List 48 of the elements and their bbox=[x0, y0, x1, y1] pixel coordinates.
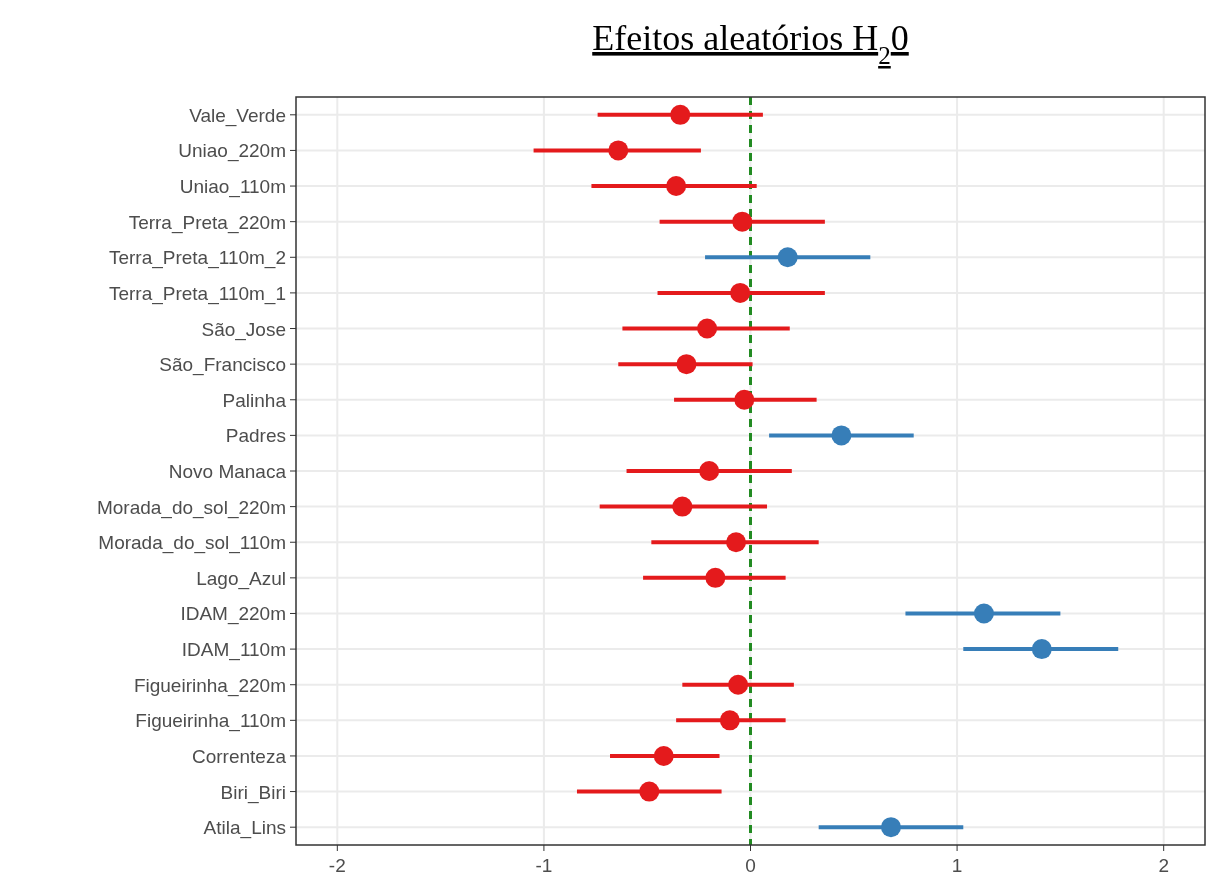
point bbox=[699, 461, 720, 481]
point bbox=[734, 389, 755, 410]
point bbox=[730, 282, 751, 303]
point bbox=[880, 817, 901, 838]
y-tick-label: Padres bbox=[225, 425, 286, 447]
point bbox=[639, 781, 660, 802]
point bbox=[973, 603, 994, 624]
y-tick-label: Figueirinha_110m bbox=[135, 710, 286, 733]
y-tick-label: IDAM_220m bbox=[180, 603, 286, 626]
y-tick-label: São_Jose bbox=[201, 318, 286, 341]
point bbox=[697, 318, 718, 339]
y-tick-label: Uniao_220m bbox=[178, 140, 286, 163]
x-tick-label: 0 bbox=[745, 855, 756, 876]
y-tick-label: São_Francisco bbox=[159, 354, 286, 377]
y-tick-label: Lago_Azul bbox=[196, 567, 286, 590]
point bbox=[719, 710, 740, 731]
y-tick-label: Correnteza bbox=[192, 745, 287, 767]
point bbox=[653, 745, 674, 766]
y-tick-label: Vale_Verde bbox=[189, 104, 286, 127]
point bbox=[608, 140, 629, 161]
point bbox=[1031, 639, 1052, 660]
y-tick-label: Morada_do_sol_110m bbox=[98, 532, 286, 555]
y-tick-label: Terra_Preta_220m bbox=[128, 211, 286, 234]
y-tick-label: IDAM_110m bbox=[181, 639, 286, 662]
x-tick-label: -2 bbox=[328, 855, 346, 876]
point bbox=[728, 674, 749, 695]
y-tick-label: Novo Manaca bbox=[168, 461, 287, 482]
point bbox=[777, 247, 798, 268]
y-tick-label: Figueirinha_220m bbox=[133, 674, 286, 697]
x-tick-label: 1 bbox=[951, 855, 963, 876]
point bbox=[672, 496, 693, 517]
y-tick-label: Uniao_110m bbox=[179, 176, 286, 199]
y-tick-label: Palinha bbox=[222, 389, 287, 411]
y-tick-label: Atila_Lins bbox=[203, 817, 286, 840]
point bbox=[666, 176, 687, 197]
y-tick-label: Biri_Biri bbox=[220, 781, 286, 804]
chart-title: Efeitos aleatórios H$_{2}$0 bbox=[592, 18, 909, 69]
x-tick-label: -1 bbox=[535, 855, 553, 876]
point bbox=[726, 532, 747, 553]
point bbox=[732, 211, 753, 232]
y-tick-label: Terra_Preta_110m_1 bbox=[108, 282, 286, 305]
x-tick-label: 2 bbox=[1158, 855, 1169, 876]
point bbox=[705, 567, 726, 588]
point bbox=[676, 354, 697, 375]
point bbox=[831, 425, 852, 446]
y-tick-label: Morada_do_sol_220m bbox=[96, 496, 286, 519]
y-tick-label: Terra_Preta_110m_2 bbox=[108, 247, 286, 270]
point bbox=[670, 104, 691, 125]
